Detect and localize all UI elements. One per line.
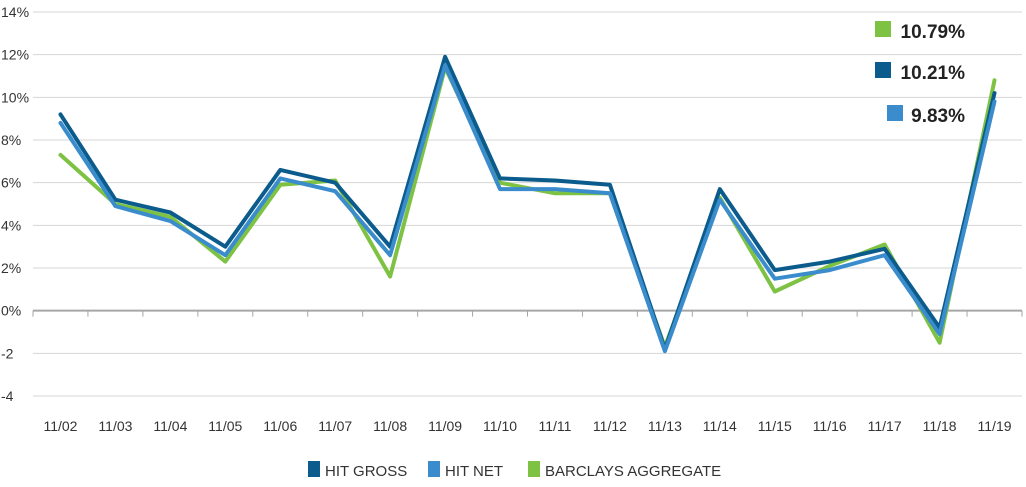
data-point bbox=[938, 332, 942, 336]
legend-swatch bbox=[528, 461, 540, 477]
data-point bbox=[553, 191, 557, 195]
legend: HIT GROSS HIT NET BARCLAYS AGGREGATE bbox=[308, 461, 721, 480]
legend-label: HIT GROSS bbox=[325, 463, 407, 480]
data-point bbox=[333, 189, 337, 193]
data-point bbox=[498, 176, 502, 180]
data-point bbox=[168, 219, 172, 223]
x-tick-label: 11/17 bbox=[868, 418, 902, 434]
data-point bbox=[333, 181, 337, 185]
x-tick-label: 11/06 bbox=[263, 418, 297, 434]
data-point bbox=[773, 289, 777, 293]
data-point bbox=[828, 260, 832, 264]
data-point bbox=[223, 253, 227, 257]
data-point bbox=[278, 168, 282, 172]
x-tick-label: 11/05 bbox=[208, 418, 242, 434]
data-point bbox=[113, 204, 117, 208]
data-point bbox=[883, 253, 887, 257]
data-point bbox=[993, 78, 997, 82]
series-line-barclays-aggregate bbox=[58, 65, 997, 349]
data-point bbox=[553, 179, 557, 183]
series-line-hit-net bbox=[58, 63, 997, 354]
data-point bbox=[883, 243, 887, 247]
data-point bbox=[608, 191, 612, 195]
data-point bbox=[168, 211, 172, 215]
x-tick-label: 11/19 bbox=[978, 418, 1012, 434]
callout-swatch bbox=[875, 21, 891, 37]
y-axis-ticks: 14% 12% 10% 8% 6% 4% 2% 0% -2 -4 bbox=[1, 4, 29, 404]
data-point bbox=[828, 268, 832, 272]
x-tick-label: 11/09 bbox=[428, 418, 462, 434]
y-tick-label: 0% bbox=[1, 303, 21, 319]
y-tick-label: 6% bbox=[1, 175, 21, 191]
y-tick-label: 8% bbox=[1, 132, 21, 148]
data-point bbox=[718, 187, 722, 191]
data-point bbox=[443, 55, 447, 59]
callout-swatch bbox=[875, 62, 891, 78]
y-tick-label: 4% bbox=[1, 217, 21, 233]
data-point bbox=[443, 63, 447, 67]
series-lines bbox=[58, 54, 997, 354]
y-tick-label: 2% bbox=[1, 260, 21, 276]
x-tick-label: 11/11 bbox=[538, 418, 571, 434]
data-point bbox=[498, 187, 502, 191]
x-tick-label: 11/08 bbox=[373, 418, 407, 434]
data-point bbox=[58, 112, 62, 116]
x-tick-label: 11/18 bbox=[923, 418, 957, 434]
y-tick-label: 12% bbox=[1, 47, 29, 63]
x-tick-label: 11/16 bbox=[813, 418, 847, 434]
data-point bbox=[58, 153, 62, 157]
legend-label: BARCLAYS AGGREGATE bbox=[545, 463, 721, 480]
x-tick-label: 11/10 bbox=[483, 418, 517, 434]
x-tick-label: 11/07 bbox=[318, 418, 352, 434]
callout-value: 9.83% bbox=[911, 106, 965, 127]
x-tick-label: 11/13 bbox=[648, 418, 682, 434]
data-point bbox=[773, 277, 777, 281]
data-point bbox=[993, 91, 997, 95]
data-point bbox=[278, 176, 282, 180]
data-point bbox=[388, 253, 392, 257]
data-point bbox=[388, 275, 392, 279]
data-point bbox=[223, 260, 227, 264]
data-point bbox=[113, 198, 117, 202]
x-tick-label: 11/14 bbox=[703, 418, 737, 434]
data-point bbox=[608, 183, 612, 187]
y-tick-label: 14% bbox=[1, 4, 29, 20]
data-point bbox=[278, 183, 282, 187]
legend-swatch bbox=[428, 461, 440, 477]
gridlines bbox=[33, 11, 1022, 397]
y-tick-label: -2 bbox=[1, 345, 14, 361]
data-point bbox=[223, 245, 227, 249]
x-axis-ticks: 11/02 11/03 11/04 11/05 11/06 11/07 11/08 11/09… bbox=[32, 310, 1023, 434]
data-point bbox=[718, 198, 722, 202]
data-point bbox=[828, 264, 832, 268]
value-callouts: 10.79% 10.21% 9.83% bbox=[875, 21, 965, 127]
data-point bbox=[553, 187, 557, 191]
callout-value: 10.21% bbox=[901, 63, 966, 84]
callout-value: 10.79% bbox=[901, 22, 966, 43]
data-point bbox=[168, 215, 172, 219]
data-point bbox=[663, 349, 667, 353]
data-point bbox=[773, 268, 777, 272]
series-line-hit-gross bbox=[58, 54, 997, 352]
x-tick-label: 11/03 bbox=[98, 418, 132, 434]
x-tick-label: 11/04 bbox=[153, 418, 187, 434]
y-tick-label: -4 bbox=[1, 388, 14, 404]
x-tick-label: 11/12 bbox=[593, 418, 627, 434]
data-point bbox=[883, 247, 887, 251]
legend-swatch bbox=[308, 461, 320, 477]
data-point bbox=[58, 121, 62, 125]
data-point bbox=[993, 100, 997, 104]
x-tick-label: 11/02 bbox=[43, 418, 77, 434]
data-point bbox=[938, 341, 942, 345]
callout-swatch bbox=[887, 105, 903, 121]
x-tick-label: 11/15 bbox=[758, 418, 792, 434]
legend-label: HIT NET bbox=[445, 463, 503, 480]
y-tick-label: 10% bbox=[1, 89, 29, 105]
